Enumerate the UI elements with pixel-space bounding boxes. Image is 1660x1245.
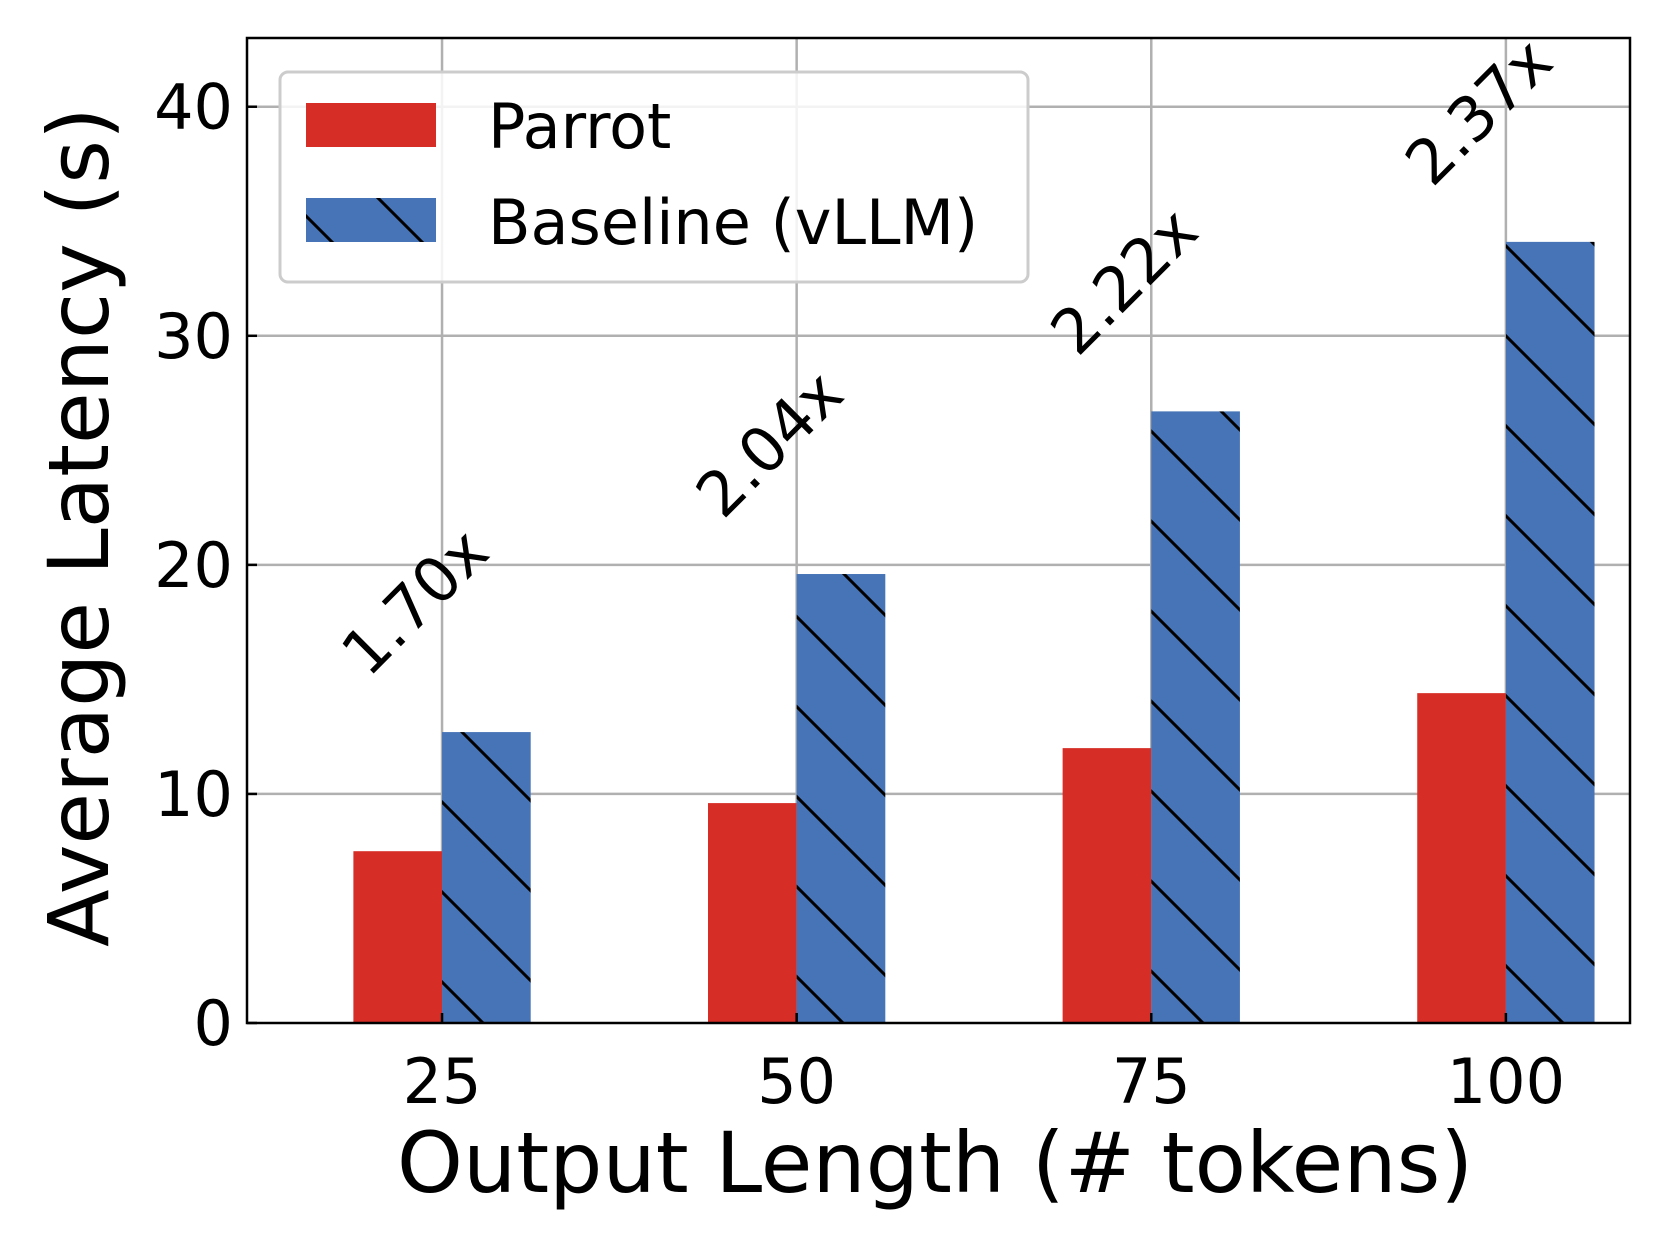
y-tick-label: 40 <box>154 71 233 144</box>
speedup-label: 2.22x <box>1036 194 1211 369</box>
plot-frame <box>245 36 1632 1025</box>
x-tick-label: 50 <box>757 1045 836 1118</box>
y-tick-label: 20 <box>154 529 233 602</box>
x-tick-label: 100 <box>1447 1045 1565 1118</box>
bar-baseline <box>1151 411 1240 1023</box>
speedup-label: 2.04x <box>682 356 857 531</box>
speedup-label: 1.70x <box>327 514 502 689</box>
legend-box <box>278 70 1030 284</box>
y-tick-label: 30 <box>154 300 233 373</box>
x-axis-title: Output Length (# tokens) <box>397 1114 1473 1212</box>
legend-label-parrot: Parrot <box>488 90 671 163</box>
legend-swatch-parrot <box>306 103 436 147</box>
y-axis-ticks: 0 10 20 30 40 <box>154 71 257 1060</box>
y-tick-label: 0 <box>194 987 233 1060</box>
bar-baseline <box>796 574 886 1023</box>
x-tick-label: 25 <box>403 1045 482 1118</box>
bar-parrot <box>353 851 443 1023</box>
bar-parrot <box>708 803 797 1023</box>
legend-swatch-baseline <box>306 198 436 242</box>
legend: Parrot Baseline (vLLM) <box>278 70 1030 284</box>
y-tick-label: 10 <box>154 758 233 831</box>
bar-baseline <box>1505 241 1595 1024</box>
bars <box>353 241 1595 1024</box>
bar-parrot <box>1417 693 1506 1023</box>
x-axis-ticks: 25 50 75 100 <box>403 1013 1565 1118</box>
legend-label-baseline: Baseline (vLLM) <box>488 186 978 259</box>
bar-baseline <box>442 732 531 1023</box>
bar-parrot <box>1062 748 1152 1023</box>
x-tick-label: 75 <box>1112 1045 1191 1118</box>
speedup-label: 2.37x <box>1391 24 1566 199</box>
y-axis-title: Average Latency (s) <box>30 107 128 947</box>
